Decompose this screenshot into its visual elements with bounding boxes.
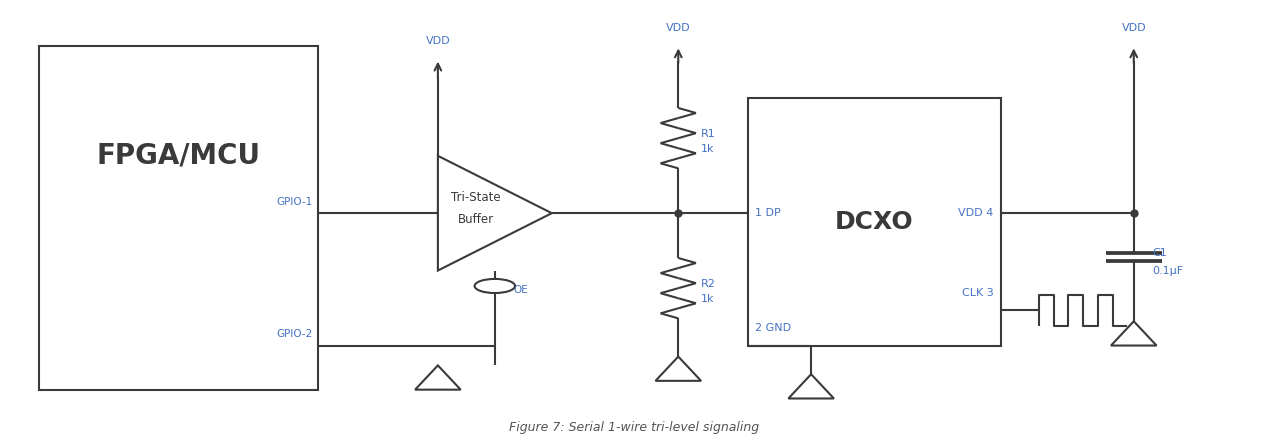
Text: VDD: VDD (1121, 23, 1146, 33)
Text: OE: OE (514, 285, 529, 294)
Text: GPIO-2: GPIO-2 (276, 329, 313, 339)
Bar (748, 99, 1000, 345)
Text: 1k: 1k (701, 144, 715, 154)
Text: GPIO-1: GPIO-1 (276, 197, 313, 206)
Text: 2 GND: 2 GND (756, 323, 791, 333)
Text: 0.1μF: 0.1μF (1153, 266, 1184, 276)
Text: FPGA/MCU: FPGA/MCU (96, 142, 260, 170)
Text: Buffer: Buffer (458, 213, 495, 226)
Text: R1: R1 (701, 129, 716, 139)
Text: R2: R2 (701, 279, 716, 289)
Bar (39, 46, 318, 390)
Circle shape (474, 279, 515, 293)
Text: VDD: VDD (666, 23, 691, 33)
Text: 1 DP: 1 DP (756, 208, 781, 218)
Polygon shape (437, 156, 552, 270)
Text: VDD 4: VDD 4 (959, 208, 993, 218)
Text: VDD: VDD (426, 36, 450, 46)
Text: 1k: 1k (701, 294, 715, 304)
Text: DCXO: DCXO (836, 210, 914, 234)
Text: Tri-State: Tri-State (451, 191, 501, 204)
Text: Figure 7: Serial 1-wire tri-level signaling: Figure 7: Serial 1-wire tri-level signal… (508, 421, 760, 434)
Text: C1: C1 (1153, 248, 1168, 258)
Text: CLK 3: CLK 3 (961, 288, 993, 297)
